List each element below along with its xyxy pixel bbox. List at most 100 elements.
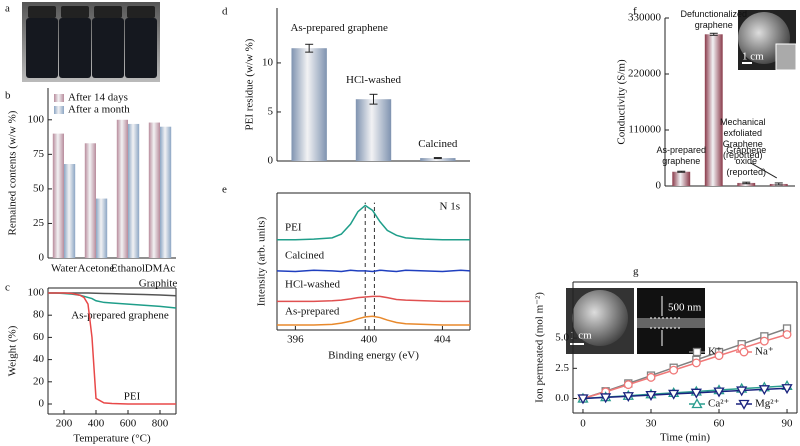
- x-axis-label: Time (min): [660, 432, 710, 444]
- series-label: Graphite: [139, 278, 178, 290]
- error-bar: [742, 181, 751, 185]
- x-tick-label: 600: [120, 418, 137, 430]
- marker: [782, 330, 792, 339]
- legend-label: After 14 days: [68, 92, 128, 104]
- marker: [736, 386, 748, 397]
- film-photo: [738, 10, 797, 71]
- series-line: [277, 204, 470, 241]
- marker: [646, 372, 656, 382]
- y-axis-label: Weight (%): [7, 325, 19, 376]
- marker: [600, 393, 612, 404]
- x-tick-label: 200: [56, 418, 73, 430]
- x-tick-label: 396: [287, 334, 304, 346]
- category-label: As-prepared graphene: [656, 145, 707, 167]
- y-tick-label: 40: [33, 353, 45, 365]
- x-axis-label: Temperature (°C): [73, 433, 151, 445]
- scale-label: 500 nm: [668, 302, 702, 314]
- x-tick-label: 404: [434, 334, 451, 346]
- marker: [713, 387, 725, 398]
- membrane-photos: [566, 288, 705, 354]
- bar: [704, 34, 723, 186]
- series-label: As-prepared graphene: [71, 310, 169, 322]
- y-tick-label: 60: [33, 331, 45, 343]
- annotation: N 1s: [440, 201, 460, 213]
- bar: [672, 171, 691, 186]
- error-bar: [774, 182, 783, 186]
- marker: [691, 358, 701, 368]
- error-bar: [433, 157, 442, 160]
- legend-swatch: [54, 94, 64, 102]
- y-tick-label: 5.0: [555, 332, 569, 344]
- y-axis-label: Remained contents (w/w %): [7, 110, 19, 235]
- bar: [96, 198, 108, 258]
- bar: [84, 143, 96, 258]
- panel-label: b: [5, 90, 11, 102]
- panel-label: g: [633, 266, 639, 278]
- panel-label: c: [5, 282, 10, 294]
- y-tick-label: 50: [33, 182, 45, 194]
- marker: [781, 384, 793, 395]
- marker: [714, 351, 724, 361]
- category-label: HCl-washed: [346, 74, 401, 87]
- panel-label: d: [222, 6, 228, 18]
- legend-label: Ca²⁺: [708, 398, 730, 410]
- y-tick-label: 0.0: [555, 392, 569, 404]
- y-axis-label: Ion permeated (mol m⁻²): [534, 292, 546, 403]
- x-axis-label: Binding energy (eV): [328, 350, 419, 362]
- error-bar: [369, 93, 378, 105]
- series-label: PEI: [285, 222, 302, 234]
- marker: [739, 347, 749, 357]
- marker: [622, 392, 634, 403]
- bar: [737, 182, 756, 186]
- category-label: Defunctionalized graphene: [680, 9, 748, 31]
- series-line: [582, 327, 788, 400]
- scale-label: 1 cm: [742, 51, 764, 63]
- series-label: PEI: [124, 391, 141, 403]
- bar: [291, 48, 327, 161]
- series-label: HCl-washed: [285, 279, 340, 291]
- y-tick-label: 20: [33, 375, 45, 387]
- bar: [160, 126, 172, 258]
- category-label: Graphene oxide (reported): [726, 145, 767, 178]
- vials-photo: [22, 2, 160, 82]
- x-tick-label: Ethanol: [111, 263, 145, 275]
- bar: [116, 119, 128, 258]
- panel-label: f: [633, 6, 637, 18]
- series-label: As-prepared: [285, 306, 340, 318]
- panel-label: a: [5, 3, 10, 15]
- category-label: Mechanical exfoliated Graphene (reported…: [719, 116, 766, 160]
- marker: [577, 394, 589, 405]
- x-tick-label: 90: [782, 418, 794, 430]
- marker: [690, 388, 702, 399]
- legend-label: Mg²⁺: [755, 398, 780, 410]
- panel-label: e: [222, 184, 227, 196]
- x-tick-label: 0: [580, 418, 586, 430]
- error-bar: [677, 170, 686, 173]
- error-bar: [305, 43, 314, 53]
- y-tick-label: 220000: [628, 68, 662, 80]
- bar: [148, 122, 160, 258]
- x-tick-label: 30: [645, 418, 657, 430]
- y-axis-label: PEI residue (w/w %): [244, 38, 256, 130]
- y-tick-label: 100: [28, 287, 45, 299]
- error-bar: [709, 32, 718, 36]
- marker: [758, 385, 770, 396]
- y-tick-label: 2.5: [555, 362, 569, 374]
- y-tick-label: 0: [39, 398, 45, 410]
- bar: [64, 164, 76, 258]
- marker: [691, 398, 703, 409]
- x-tick-label: 400: [361, 334, 378, 346]
- y-tick-label: 100: [28, 113, 45, 125]
- y-tick-label: 330000: [628, 12, 662, 24]
- series-line: [276, 269, 471, 273]
- arrow: [750, 162, 778, 179]
- legend-label: Na⁺: [755, 346, 774, 358]
- y-tick-label: 0: [656, 180, 662, 192]
- series-line: [582, 387, 788, 400]
- y-tick-label: 0: [268, 155, 274, 167]
- bar: [355, 99, 392, 161]
- series-line: [48, 292, 176, 405]
- x-tick-label: 800: [152, 418, 169, 430]
- category-label: As-prepared graphene: [290, 22, 388, 35]
